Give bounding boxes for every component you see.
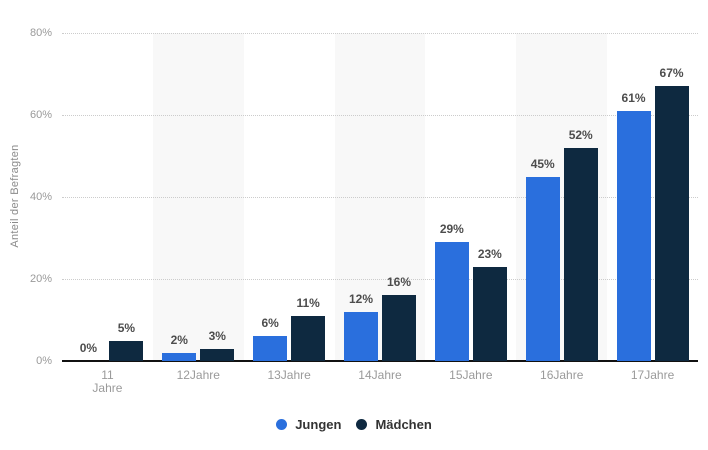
value-label-jungen-14jahre: 12% bbox=[348, 291, 374, 306]
legend: Jungen Mädchen bbox=[0, 417, 708, 432]
x-tick-17jahre: 17Jahre bbox=[630, 368, 675, 382]
x-axis-line bbox=[62, 360, 698, 362]
bar-madchen-17jahre bbox=[654, 86, 689, 361]
x-tick-12jahre: 12Jahre bbox=[176, 368, 220, 382]
gridline-80 bbox=[62, 33, 698, 34]
value-label-madchen-16jahre: 52% bbox=[568, 127, 593, 142]
y-tick-40: 40% bbox=[29, 191, 52, 203]
bar-jungen-15jahre bbox=[434, 242, 469, 361]
gridline-20 bbox=[62, 279, 698, 280]
bar-madchen-16jahre bbox=[563, 147, 598, 361]
value-label-jungen-12jahre: 2% bbox=[170, 332, 188, 347]
legend-label-jungen: Jungen bbox=[295, 417, 342, 432]
legend-item-madchen: Mädchen bbox=[356, 417, 432, 432]
bar-madchen-11-jahre bbox=[109, 340, 144, 361]
bar-jungen-13jahre bbox=[253, 336, 288, 361]
value-label-jungen-16jahre: 45% bbox=[530, 156, 555, 171]
x-tick-11-jahre: 11 Jahre bbox=[92, 368, 123, 395]
value-label-madchen-11-jahre: 5% bbox=[117, 320, 136, 335]
value-label-jungen-15jahre: 29% bbox=[439, 222, 464, 237]
value-label-jungen-17jahre: 61% bbox=[621, 90, 646, 105]
legend-swatch-jungen bbox=[276, 419, 288, 430]
legend-item-jungen: Jungen bbox=[276, 417, 341, 432]
gridline-40 bbox=[62, 197, 698, 198]
gridline-60 bbox=[62, 115, 698, 116]
value-label-madchen-17jahre: 67% bbox=[659, 66, 684, 81]
bar-jungen-12jahre bbox=[162, 352, 197, 361]
legend-swatch-madchen bbox=[356, 419, 368, 430]
y-tick-0: 0% bbox=[36, 355, 52, 367]
bar-madchen-12jahre bbox=[200, 348, 235, 361]
value-label-madchen-14jahre: 16% bbox=[386, 275, 412, 290]
value-label-madchen-12jahre: 3% bbox=[208, 328, 226, 343]
bar-madchen-13jahre bbox=[291, 315, 326, 361]
y-tick-60: 60% bbox=[29, 109, 52, 121]
x-tick-15jahre: 15Jahre bbox=[449, 368, 493, 382]
x-tick-16jahre: 16Jahre bbox=[540, 368, 584, 382]
bar-jungen-14jahre bbox=[344, 311, 378, 361]
x-tick-13jahre: 13Jahre bbox=[267, 368, 311, 382]
bar-jungen-17jahre bbox=[616, 110, 651, 361]
value-label-madchen-13jahre: 11% bbox=[296, 295, 320, 310]
bar-jungen-16jahre bbox=[525, 176, 560, 361]
value-label-madchen-15jahre: 23% bbox=[477, 246, 502, 261]
value-label-jungen-13jahre: 6% bbox=[261, 316, 279, 331]
value-label-jungen-11-jahre: 0% bbox=[79, 341, 98, 355]
x-tick-14jahre: 14Jahre bbox=[358, 368, 402, 382]
legend-label-madchen: Mädchen bbox=[375, 417, 432, 432]
y-tick-80: 80% bbox=[29, 27, 52, 39]
bar-madchen-15jahre bbox=[472, 266, 507, 361]
bar-madchen-14jahre bbox=[382, 295, 416, 361]
y-tick-20: 20% bbox=[29, 273, 52, 285]
